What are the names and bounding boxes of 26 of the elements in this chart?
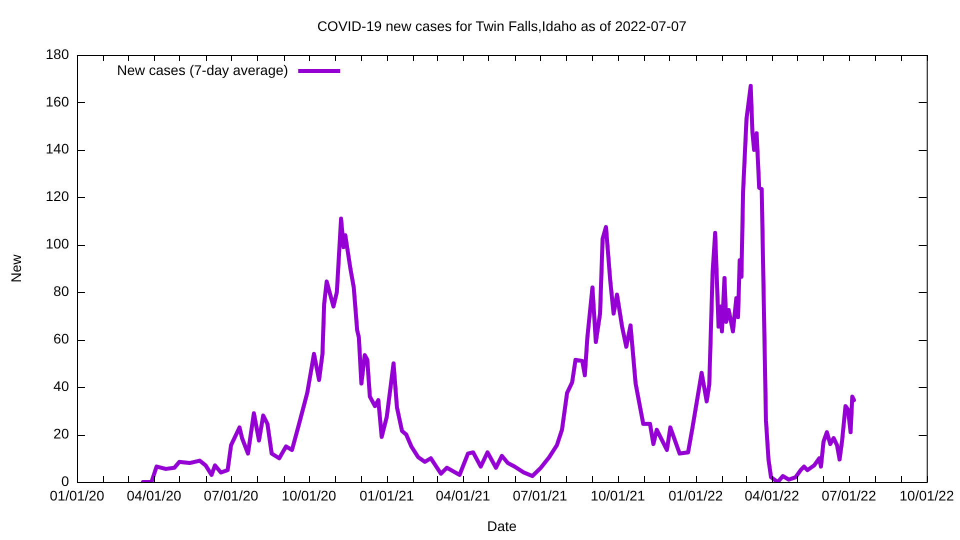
x-tick-label: 04/01/21 bbox=[436, 487, 490, 504]
x-tick-label: 07/01/22 bbox=[822, 487, 876, 504]
x-tick-label: 04/01/20 bbox=[126, 487, 182, 504]
y-tick-label: 120 bbox=[46, 188, 70, 204]
y-tick-label: 40 bbox=[53, 378, 70, 394]
y-tick-label: 140 bbox=[46, 140, 70, 157]
y-tick-label: 100 bbox=[46, 236, 70, 252]
x-tick-label: 04/01/22 bbox=[744, 487, 800, 504]
x-tick-label: 10/01/20 bbox=[282, 487, 336, 504]
legend-label: New cases (7-day average) bbox=[117, 62, 288, 78]
x-tick-label: 01/01/20 bbox=[50, 487, 104, 504]
y-tick-label: 180 bbox=[46, 46, 70, 62]
y-axis-title: New bbox=[8, 254, 24, 283]
x-tick-label: 01/01/22 bbox=[668, 487, 724, 504]
chart-title: COVID-19 new cases for Twin Falls,Idaho as of 2022-07-07 bbox=[317, 18, 687, 34]
x-tick-label: 10/01/21 bbox=[590, 487, 646, 504]
y-tick-label: 20 bbox=[53, 425, 70, 442]
x-tick-label: 01/01/21 bbox=[360, 487, 414, 504]
y-tick-label: 0 bbox=[61, 472, 70, 489]
y-tick-label: 160 bbox=[46, 93, 70, 110]
x-tick-label: 07/01/20 bbox=[204, 487, 258, 504]
y-tick-label: 60 bbox=[53, 330, 70, 347]
x-axis-title: Date bbox=[487, 518, 517, 534]
y-tick-label: 80 bbox=[53, 283, 70, 300]
x-tick-label: 07/01/21 bbox=[512, 487, 568, 504]
x-tick-label: 10/01/22 bbox=[900, 487, 954, 504]
